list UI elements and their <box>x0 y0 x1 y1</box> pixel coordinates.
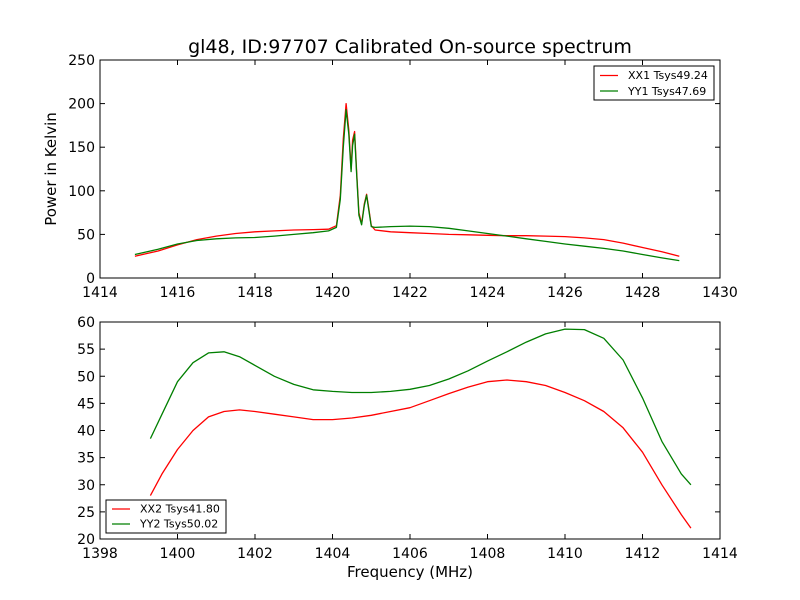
top-series-group <box>134 102 680 262</box>
bottom-x-tick-label: 1402 <box>237 546 273 562</box>
top-subplot: 1414 1416 1418 1420 1422 1424 1426 1428 1430 0 50 1… <box>42 53 738 301</box>
bottom-legend-label-xx2: XX2 Tsys41.80 <box>140 503 220 516</box>
bottom-y-tick-label: 45 <box>77 396 95 412</box>
bottom-series-group <box>149 328 692 529</box>
bottom-x-tick-label: 1404 <box>315 546 351 562</box>
bottom-y-tick-label: 60 <box>77 315 95 331</box>
bottom-x-tick-label: 1410 <box>547 546 583 562</box>
bottom-y-tick-label: 20 <box>77 532 95 548</box>
bottom-series-line-1 <box>149 379 692 529</box>
top-x-tick-label: 1424 <box>470 285 506 301</box>
top-legend: XX1 Tsys49.24 YY1 Tsys47.69 <box>593 65 715 101</box>
bottom-ticks-group: 1398 1400 1402 1404 1406 1408 1410 1412 1414 20 25… <box>77 315 738 562</box>
bottom-y-tick-label: 55 <box>77 342 95 358</box>
top-legend-label-xx1: XX1 Tsys49.24 <box>628 69 708 82</box>
bottom-legend-label-yy2: YY2 Tsys50.02 <box>139 518 218 531</box>
bottom-subplot: 1398 1400 1402 1404 1406 1408 1410 1412 1414 20 25… <box>77 315 738 581</box>
top-x-tick-label: 1420 <box>315 285 351 301</box>
top-y-tick-label: 50 <box>77 227 95 243</box>
top-y-axis-label: Power in Kelvin <box>42 112 60 226</box>
bottom-legend-box <box>105 499 227 534</box>
bottom-y-tick-label: 50 <box>77 369 95 385</box>
top-y-tick-label: 0 <box>86 271 95 287</box>
top-legend-box <box>593 65 715 101</box>
top-y-tick-label: 150 <box>68 140 95 156</box>
top-x-tick-label: 1418 <box>237 285 273 301</box>
top-y-tick-label: 200 <box>68 97 95 113</box>
top-y-tick-label: 100 <box>68 184 95 200</box>
top-x-tick-label: 1422 <box>392 285 428 301</box>
top-y-tick-label: 250 <box>68 53 95 69</box>
top-x-tick-label: 1416 <box>160 285 196 301</box>
bottom-legend: XX2 Tsys41.80 YY2 Tsys50.02 <box>105 499 227 534</box>
bottom-x-tick-label: 1412 <box>625 546 661 562</box>
bottom-x-tick-label: 1398 <box>82 546 118 562</box>
chart-title: gl48, ID:97707 Calibrated On-source spec… <box>188 36 632 58</box>
top-ticks-group: 1414 1416 1418 1420 1422 1424 1426 1428 1430 0 50 1… <box>68 53 738 301</box>
bottom-series-line-2 <box>149 328 692 486</box>
bottom-y-tick-label: 25 <box>77 505 95 521</box>
bottom-x-axis-label: Frequency (MHz) <box>347 563 473 581</box>
top-x-tick-label: 1428 <box>625 285 661 301</box>
bottom-x-tick-label: 1406 <box>392 546 428 562</box>
top-x-tick-label: 1426 <box>547 285 583 301</box>
top-x-tick-label: 1430 <box>702 285 738 301</box>
bottom-y-tick-label: 40 <box>77 424 95 440</box>
bottom-x-tick-label: 1400 <box>160 546 196 562</box>
bottom-y-tick-label: 35 <box>77 451 95 467</box>
top-series-line-2 <box>134 109 680 262</box>
bottom-x-tick-label: 1408 <box>470 546 506 562</box>
top-legend-label-yy1: YY1 Tsys47.69 <box>627 85 706 98</box>
bottom-y-tick-label: 30 <box>77 478 95 494</box>
bottom-x-tick-label: 1414 <box>702 546 738 562</box>
top-x-tick-label: 1414 <box>82 285 118 301</box>
